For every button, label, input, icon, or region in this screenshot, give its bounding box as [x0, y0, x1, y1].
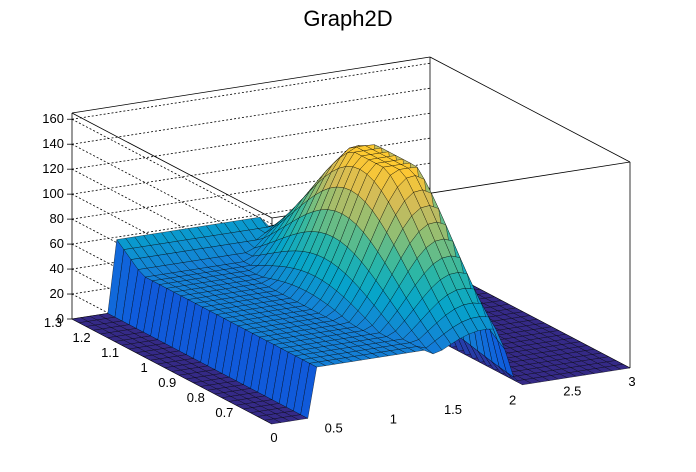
z-tick-label: 100 [42, 186, 64, 201]
axis-ticks: 0204060801001201401600.70.80.911.11.21.3… [42, 111, 635, 445]
x-tick-label: 0 [270, 430, 277, 445]
grid-line [71, 112, 431, 170]
y-tick-label: 0.8 [187, 390, 205, 405]
z-tick-label: 80 [50, 211, 64, 226]
z-tick-label: 140 [42, 136, 64, 151]
grid-line [71, 118, 273, 225]
x-tick-label: 0.5 [325, 421, 343, 436]
y-tick-label: 1.3 [44, 315, 62, 330]
z-tick-label: 60 [50, 236, 64, 251]
x-tick-label: 1.5 [444, 402, 462, 417]
x-tick-label: 2 [509, 393, 516, 408]
z-tick-label: 120 [42, 161, 64, 176]
z-tick-label: 160 [42, 111, 64, 126]
z-tick-label: 20 [50, 286, 64, 301]
y-tick-label: 1.2 [72, 330, 90, 345]
y-tick-label: 1.1 [101, 345, 119, 360]
x-tick-label: 2.5 [563, 383, 581, 398]
frame-edge [429, 56, 631, 163]
z-tick-label: 0 [57, 311, 64, 326]
x-tick-label: 3 [628, 374, 635, 389]
chart-title: Graph2D [303, 6, 393, 31]
y-tick-label: 0.9 [158, 375, 176, 390]
y-tick-label: 1 [140, 360, 147, 375]
frame-edge [71, 112, 273, 219]
grid-line [71, 87, 431, 145]
grid-line [71, 62, 431, 120]
frame-edge [71, 56, 431, 114]
y-tick-label: 0.7 [215, 405, 233, 420]
surface-cell [613, 364, 631, 370]
z-tick-label: 40 [50, 261, 64, 276]
x-tick-label: 1 [390, 411, 397, 426]
surface-mesh [71, 144, 631, 425]
